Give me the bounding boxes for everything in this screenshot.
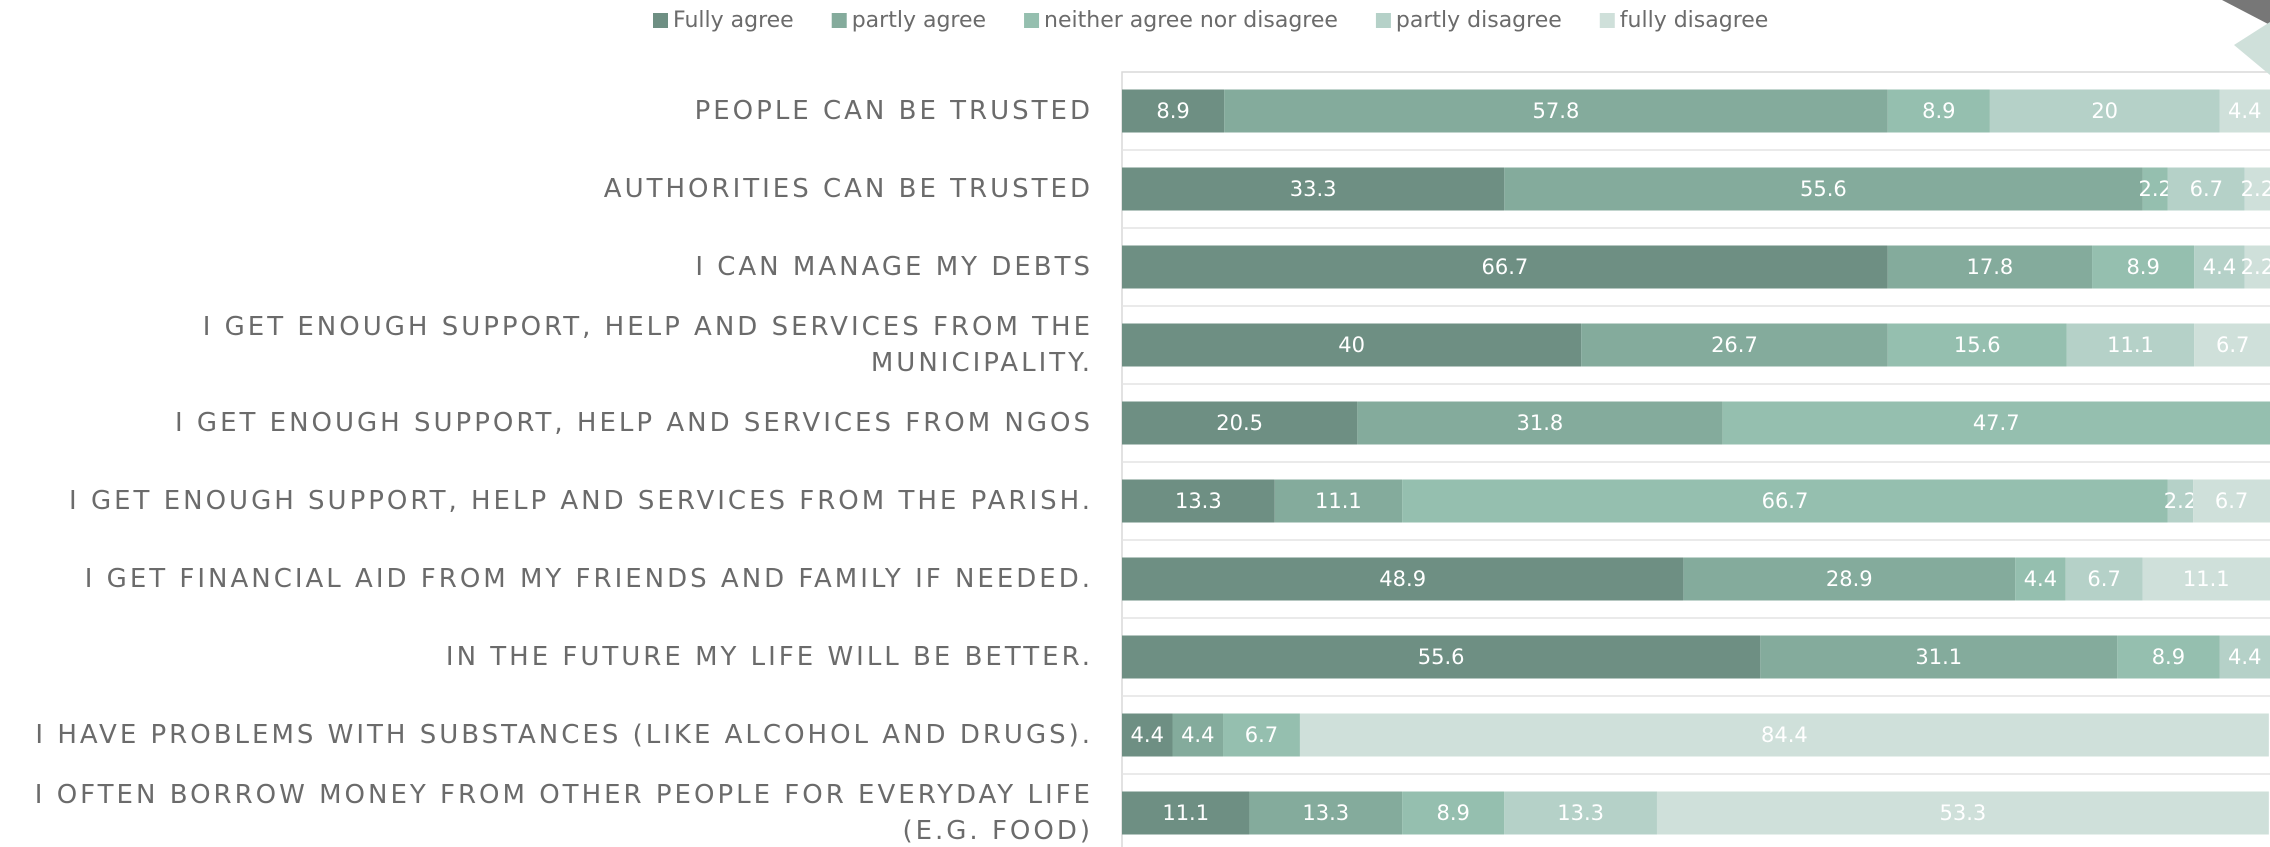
legend-swatch xyxy=(1376,13,1391,28)
category-label: IN THE FUTURE MY LIFE WILL BE BETTER. xyxy=(0,639,1093,675)
data-label: 47.7 xyxy=(1973,411,2020,435)
data-label: 11.1 xyxy=(1162,801,1209,825)
data-label: 11.1 xyxy=(1315,489,1362,513)
data-label: 11.1 xyxy=(2183,567,2230,591)
category-label: I HAVE PROBLEMS WITH SUBSTANCES (LIKE AL… xyxy=(0,717,1093,753)
data-label: 6.7 xyxy=(2087,567,2120,591)
data-label: 20.5 xyxy=(1216,411,1263,435)
decoration xyxy=(2222,0,2270,25)
category-label: I GET ENOUGH SUPPORT, HELP AND SERVICES … xyxy=(0,309,1093,381)
category-label: I OFTEN BORROW MONEY FROM OTHER PEOPLE F… xyxy=(0,777,1093,847)
data-label: 31.8 xyxy=(1516,411,1563,435)
category-label: AUTHORITIES CAN BE TRUSTED xyxy=(0,171,1093,207)
data-label: 26.7 xyxy=(1711,333,1758,357)
legend-swatch xyxy=(1024,13,1039,28)
data-label: 2.2 xyxy=(2241,177,2270,201)
data-label: 6.7 xyxy=(2216,333,2249,357)
category-label: I GET ENOUGH SUPPORT, HELP AND SERVICES … xyxy=(0,405,1093,441)
data-label: 6.7 xyxy=(2190,177,2223,201)
page: Fully agree partly agree neither agree nor… xyxy=(0,0,2270,847)
data-label: 48.9 xyxy=(1379,567,1426,591)
legend-label: Fully agree xyxy=(673,8,794,33)
data-label: 20 xyxy=(2091,99,2118,123)
data-label: 2.2 xyxy=(2138,177,2171,201)
category-label: I GET ENOUGH SUPPORT, HELP AND SERVICES … xyxy=(0,483,1093,519)
legend-label: neither agree nor disagree xyxy=(1044,8,1338,33)
data-label: 13.3 xyxy=(1557,801,1604,825)
data-label: 8.9 xyxy=(1156,99,1189,123)
data-label: 13.3 xyxy=(1302,801,1349,825)
data-label: 57.8 xyxy=(1533,99,1580,123)
data-label: 28.9 xyxy=(1826,567,1873,591)
data-label: 53.3 xyxy=(1940,801,1987,825)
data-label: 15.6 xyxy=(1954,333,2001,357)
data-label: 33.3 xyxy=(1290,177,1337,201)
legend-label: partly agree xyxy=(852,8,986,33)
data-label: 6.7 xyxy=(1245,723,1278,747)
category-label: I GET FINANCIAL AID FROM MY FRIENDS AND … xyxy=(0,561,1093,597)
data-label: 4.4 xyxy=(2228,99,2261,123)
data-label: 17.8 xyxy=(1967,255,2014,279)
data-label: 8.9 xyxy=(2152,645,2185,669)
category-label: I CAN MANAGE MY DEBTS xyxy=(0,249,1093,285)
data-label: 66.7 xyxy=(1481,255,1528,279)
data-label: 66.7 xyxy=(1762,489,1809,513)
legend-label: fully disagree xyxy=(1620,8,1769,33)
data-label: 8.9 xyxy=(2126,255,2159,279)
data-label: 4.4 xyxy=(2203,255,2236,279)
legend-swatch xyxy=(653,13,668,28)
category-label: PEOPLE CAN BE TRUSTED xyxy=(0,93,1093,129)
data-label: 2.2 xyxy=(2164,489,2197,513)
data-label: 31.1 xyxy=(1915,645,1962,669)
data-label: 55.6 xyxy=(1418,645,1465,669)
legend-label: partly disagree xyxy=(1396,8,1562,33)
data-label: 2.2 xyxy=(2241,255,2270,279)
data-label: 84.4 xyxy=(1761,723,1808,747)
legend-swatch xyxy=(1600,13,1615,28)
data-label: 4.4 xyxy=(2024,567,2057,591)
data-label: 11.1 xyxy=(2107,333,2154,357)
data-label: 13.3 xyxy=(1175,489,1222,513)
data-label: 8.9 xyxy=(1436,801,1469,825)
data-label: 40 xyxy=(1338,333,1365,357)
data-label: 6.7 xyxy=(2215,489,2248,513)
legend-swatch xyxy=(832,13,847,28)
data-label: 4.4 xyxy=(1131,723,1164,747)
data-label: 4.4 xyxy=(1181,723,1214,747)
data-label: 4.4 xyxy=(2228,645,2261,669)
data-label: 55.6 xyxy=(1800,177,1847,201)
decoration xyxy=(2234,22,2270,75)
data-label: 8.9 xyxy=(1922,99,1955,123)
